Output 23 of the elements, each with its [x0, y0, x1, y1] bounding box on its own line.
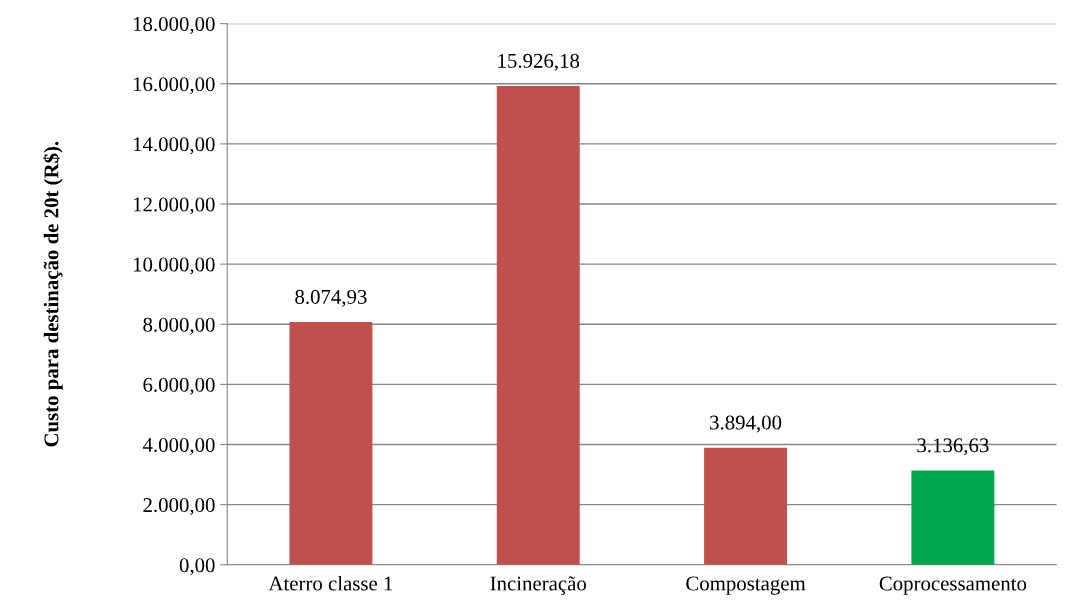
data-label: 3.136,63: [917, 438, 989, 456]
bar: [704, 447, 788, 565]
y-tick-label: 2.000,00: [143, 498, 215, 516]
data-label: 3.894,00: [710, 415, 782, 433]
bar: [496, 85, 580, 565]
y-tick-label: 14.000,00: [133, 137, 215, 155]
y-axis-title: Custo para destinação de 20t (R$).: [43, 141, 63, 447]
data-label: 15.926,18: [498, 53, 580, 71]
x-tick-label: Aterro classe 1: [268, 575, 393, 591]
y-tick-label: 16.000,00: [133, 77, 215, 95]
x-tick-label: Coprocessamento: [879, 576, 1027, 595]
y-tick-label: 6.000,00: [143, 377, 215, 395]
x-tick-label: Compostagem: [686, 576, 806, 595]
bar: [289, 322, 373, 565]
x-tick-label: Incineração: [490, 576, 587, 595]
y-tick-label: 4.000,00: [142, 437, 215, 455]
bar: [911, 470, 995, 565]
y-tick-label: 0,00: [179, 558, 215, 576]
data-label: 8.074,93: [295, 289, 367, 307]
y-tick-label: 18.000,00: [133, 17, 215, 35]
y-tick-label: 8.000,00: [143, 317, 215, 335]
y-tick-label: 12.000,00: [133, 197, 215, 215]
y-tick-label: 10.000,00: [133, 257, 215, 275]
